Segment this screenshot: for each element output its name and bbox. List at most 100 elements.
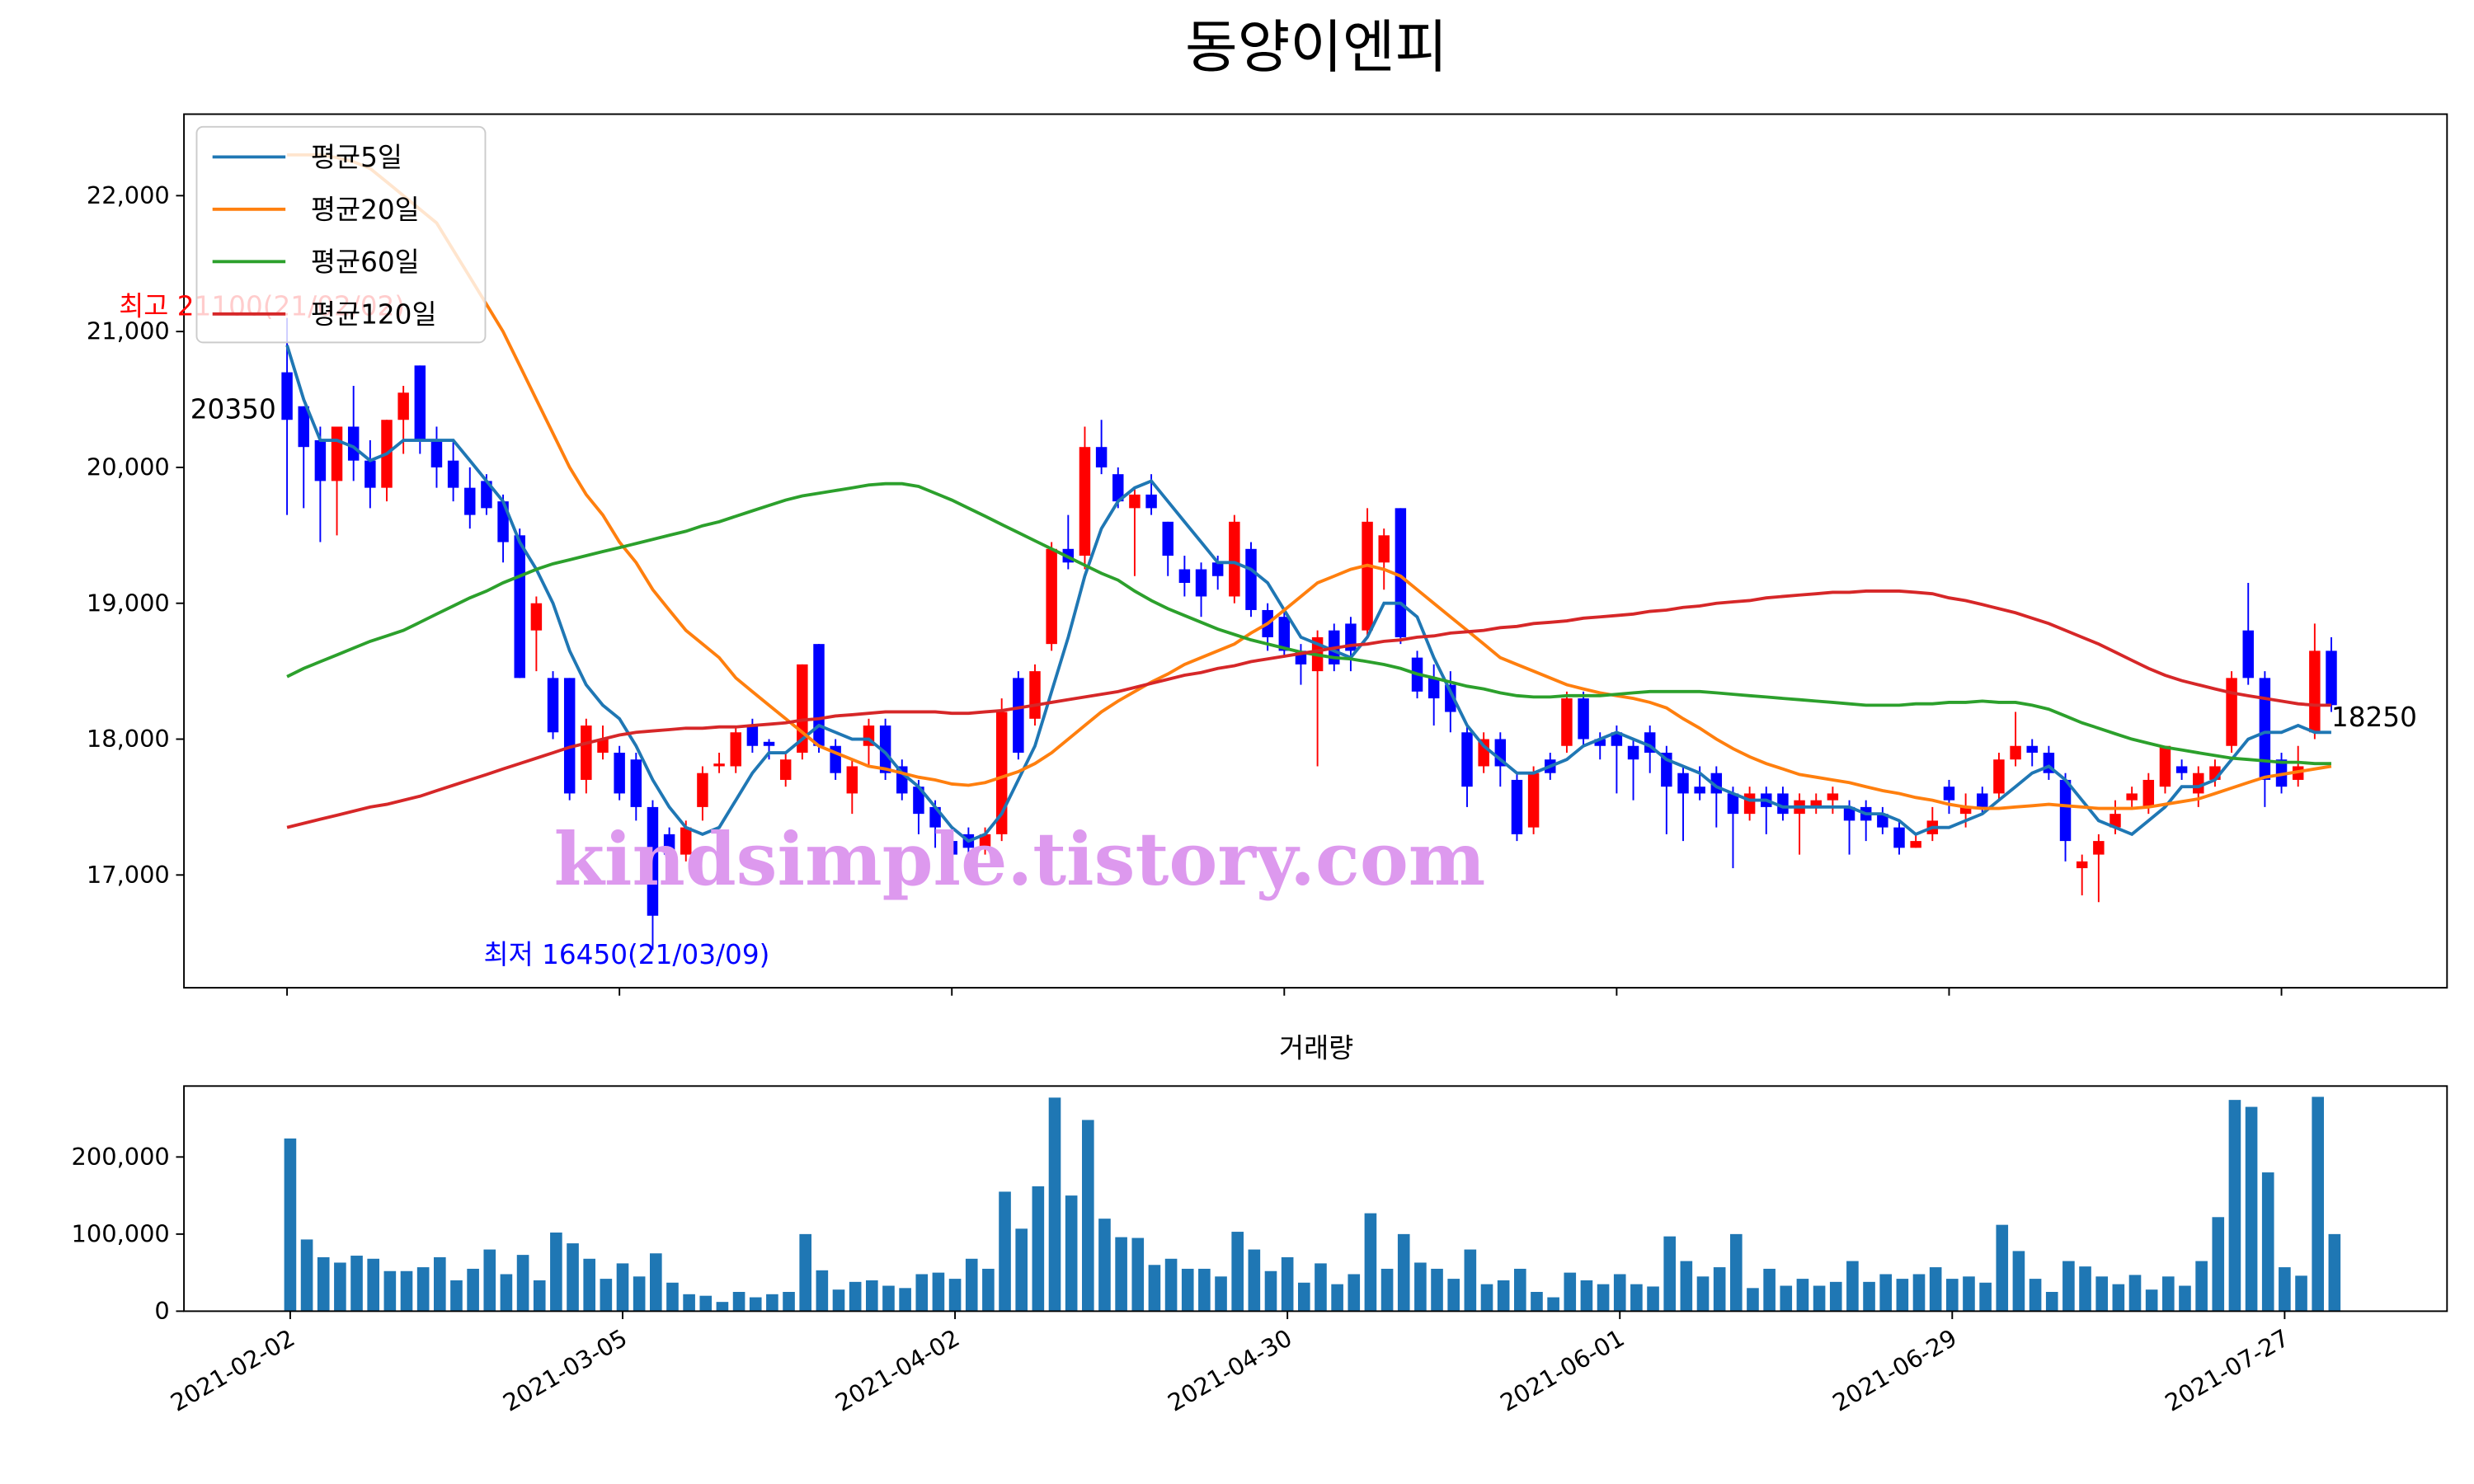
candle-body	[2026, 745, 2038, 753]
volume-bar	[483, 1249, 496, 1312]
volume-bar	[1780, 1285, 1793, 1312]
candle-body	[1029, 671, 1041, 719]
volume-bar	[948, 1279, 962, 1312]
candle-body	[597, 739, 609, 753]
volume-bar	[999, 1191, 1011, 1312]
candle-body	[946, 841, 957, 855]
volume-bar	[965, 1258, 978, 1312]
axes-frame	[183, 113, 2448, 989]
volume-bar	[434, 1256, 446, 1312]
candle-body	[1095, 447, 1108, 467]
candle-body	[1478, 739, 1489, 767]
candle-body	[995, 711, 1008, 834]
volume-bar	[1414, 1262, 1427, 1312]
volume-bar	[1298, 1282, 1310, 1312]
volume-bar	[1929, 1267, 1942, 1312]
volume-bar	[1813, 1285, 1826, 1312]
candle-body	[713, 763, 725, 767]
candle-body	[1561, 698, 1573, 746]
volume-bar	[2195, 1261, 2208, 1312]
plot-area	[281, 153, 2337, 950]
volume-bar	[1696, 1276, 1710, 1312]
volume-bar	[633, 1276, 646, 1312]
volume-bar	[533, 1280, 546, 1312]
candle-body	[464, 487, 476, 515]
candle-body	[1162, 521, 1174, 556]
candle-body	[1245, 548, 1257, 610]
volume-bar	[1663, 1236, 1676, 1312]
candle-body	[530, 603, 543, 631]
candle-body	[1611, 732, 1623, 746]
watermark: kindsimple.tistory.com	[554, 816, 1486, 902]
candle-body	[2193, 773, 2204, 794]
volume-bar	[1497, 1280, 1510, 1312]
candle-body	[514, 535, 525, 679]
volume-bar	[334, 1262, 346, 1312]
candle-body	[414, 365, 426, 440]
candle-body	[547, 678, 559, 733]
volume-bar	[1231, 1232, 1244, 1312]
volume-bar	[650, 1253, 662, 1312]
candle-body	[1145, 494, 1157, 509]
volume-bar	[2228, 1100, 2241, 1312]
candle-body	[365, 460, 376, 488]
candle-body	[2093, 841, 2105, 855]
legend-box	[195, 125, 487, 344]
volume-bar	[500, 1274, 513, 1312]
candle-body	[1959, 806, 1972, 815]
candle-body	[2010, 745, 2021, 760]
volume-bar	[1580, 1280, 1593, 1312]
volume-bar	[1397, 1233, 1410, 1312]
candle-body	[1694, 787, 1705, 794]
volume-bar	[915, 1274, 929, 1312]
volume-bar	[2012, 1251, 2025, 1312]
candle-body	[314, 439, 327, 481]
volume-bar	[1198, 1268, 1211, 1312]
volume-bar	[1065, 1195, 1078, 1312]
candle-body	[1461, 732, 1473, 787]
candle-body	[298, 406, 309, 448]
volume-bar	[766, 1294, 778, 1312]
candle-body	[846, 766, 858, 794]
candle-body	[1977, 793, 1988, 807]
candle-body	[1178, 569, 1191, 583]
volume-bar	[1281, 1256, 1294, 1312]
candle-body	[563, 678, 576, 794]
candle-body	[1362, 521, 1373, 631]
volume-bar	[1730, 1233, 1743, 1312]
candle-body	[1395, 508, 1407, 637]
candle-body	[913, 787, 924, 815]
candle-body	[680, 827, 692, 855]
candle-body	[2175, 766, 2188, 773]
candle-body	[1578, 698, 1589, 740]
volume-bar	[1564, 1272, 1577, 1312]
candle-body	[1195, 569, 1207, 597]
volume-bar	[516, 1255, 529, 1312]
volume-bar	[383, 1270, 397, 1312]
volume-bar	[467, 1268, 479, 1312]
legend-label: 평균60일	[311, 247, 420, 278]
candle-body	[2242, 630, 2254, 679]
volume-bar	[683, 1294, 695, 1312]
volume-bar	[2212, 1217, 2225, 1312]
volume-bar	[300, 1239, 313, 1312]
volume-bar	[1912, 1274, 1926, 1312]
chart-title: 동양이엔피	[1185, 15, 1447, 81]
volume-bar	[2295, 1275, 2307, 1312]
candle-body	[1727, 793, 1739, 815]
volume-bar	[699, 1295, 713, 1312]
y-tick-label: 200,000	[72, 1143, 170, 1171]
volume-bar	[1264, 1270, 1277, 1312]
candle-body	[730, 732, 741, 767]
volume-bar	[783, 1292, 795, 1312]
volume-bar	[2062, 1261, 2075, 1312]
candle-body	[663, 834, 675, 855]
volume-bar	[866, 1280, 878, 1312]
candle-body	[397, 392, 409, 420]
candle-body	[746, 726, 759, 746]
volume-bar	[899, 1288, 911, 1312]
volume-bar	[2029, 1279, 2042, 1312]
candle-body	[1627, 745, 1639, 760]
legend-label: 평균5일	[311, 142, 402, 173]
